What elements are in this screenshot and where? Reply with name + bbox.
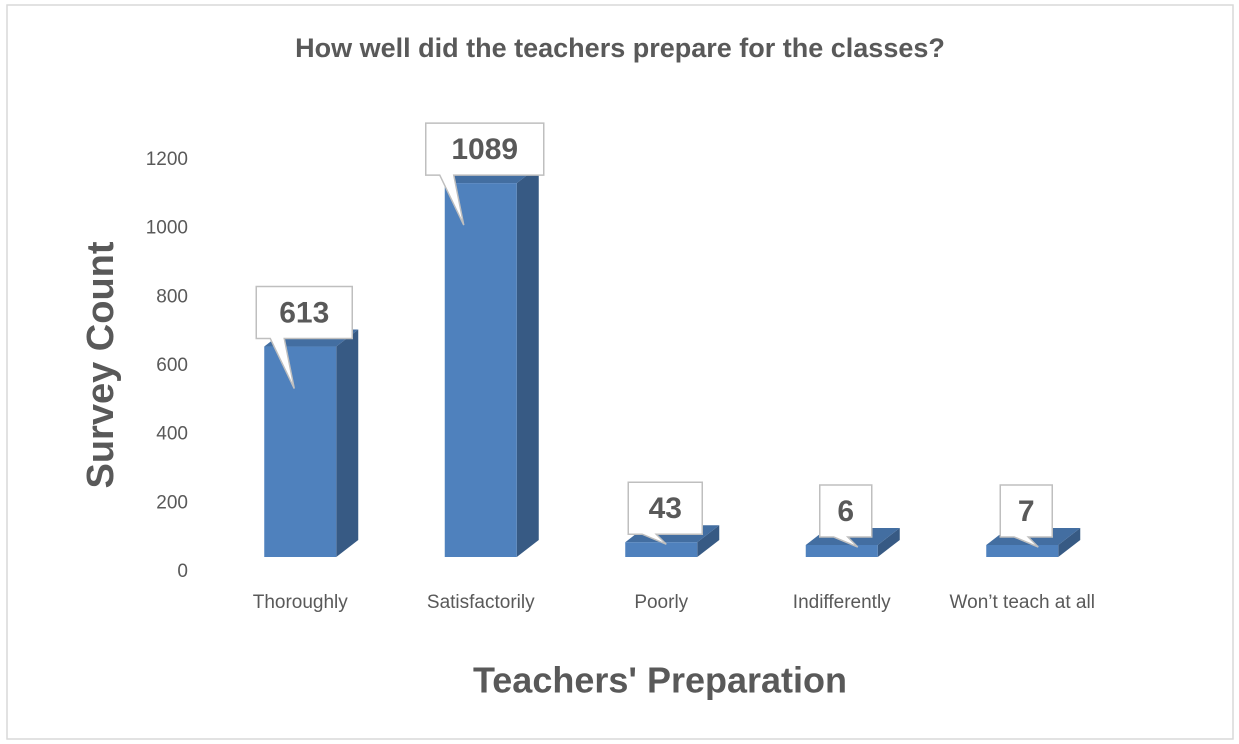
chart-title: How well did the teachers prepare for th… xyxy=(295,33,945,63)
bar xyxy=(264,346,337,557)
x-tick-label: Thoroughly xyxy=(252,592,348,613)
data-label: 613 xyxy=(279,296,329,329)
bar-side xyxy=(1058,528,1081,557)
chart-border xyxy=(6,4,1234,740)
data-label: 43 xyxy=(649,492,682,525)
y-tick-label: 1200 xyxy=(146,149,188,170)
bar-side xyxy=(336,329,359,557)
x-tick-label: Indifferently xyxy=(792,592,891,613)
y-tick-label: 800 xyxy=(156,286,188,307)
bar xyxy=(444,183,517,558)
y-tick-label: 0 xyxy=(177,561,188,582)
y-tick-label: 1000 xyxy=(146,218,188,239)
bar xyxy=(805,545,878,557)
data-label: 1089 xyxy=(451,133,518,166)
y-tick-label: 400 xyxy=(156,424,188,445)
bar xyxy=(986,545,1059,557)
x-tick-label: Poorly xyxy=(634,592,689,613)
data-label: 6 xyxy=(837,495,854,528)
callout-box xyxy=(627,481,703,545)
x-axis-title: Teachers' Preparation xyxy=(473,660,847,701)
callout-box xyxy=(255,285,353,389)
bar-side xyxy=(516,166,539,558)
bar-side xyxy=(697,525,720,557)
callout-box xyxy=(819,484,873,548)
data-label: 7 xyxy=(1018,495,1035,528)
callout-box xyxy=(999,484,1053,548)
x-tick-label: Satisfactorily xyxy=(426,592,535,613)
y-axis-title: Survey Count xyxy=(80,241,122,488)
callout-box xyxy=(425,122,545,226)
bar-side xyxy=(877,528,900,557)
y-tick-label: 200 xyxy=(156,492,188,513)
x-tick-label: Won’t teach at all xyxy=(949,592,1095,613)
bar xyxy=(625,542,698,557)
y-tick-label: 600 xyxy=(156,355,188,376)
